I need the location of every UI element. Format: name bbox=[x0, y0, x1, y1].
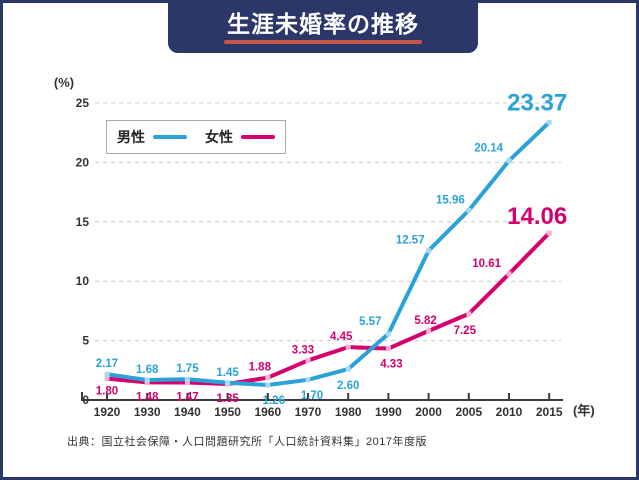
data-point-female-1980 bbox=[345, 344, 351, 350]
chart-legend: 男性 女性 bbox=[106, 120, 286, 154]
data-label-female-1930: 1.48 bbox=[136, 391, 159, 403]
x-tick-label-1950: 1950 bbox=[214, 405, 241, 419]
y-tick-label-20: 20 bbox=[76, 155, 90, 169]
legend-female-swatch bbox=[241, 135, 275, 139]
data-point-female-2005 bbox=[466, 311, 472, 317]
page-title: 生涯未婚率の推移 bbox=[227, 10, 419, 37]
data-point-male-1970 bbox=[305, 377, 311, 383]
data-label-male-2005: 15.96 bbox=[436, 194, 465, 206]
y-tick-label-15: 15 bbox=[76, 215, 90, 229]
x-tick-label-1920: 1920 bbox=[94, 405, 121, 419]
title-banner: 生涯未婚率の推移 bbox=[168, 3, 478, 53]
data-label-male-1950: 1.45 bbox=[216, 367, 239, 379]
title-underline bbox=[224, 40, 422, 45]
data-point-female-1990 bbox=[385, 346, 391, 352]
data-point-male-2015 bbox=[546, 119, 552, 125]
y-tick-label-10: 10 bbox=[76, 274, 90, 288]
data-label-female-1920: 1.80 bbox=[96, 386, 118, 398]
data-label-female-1950: 1.35 bbox=[216, 393, 239, 405]
x-tick-label-1930: 1930 bbox=[134, 405, 161, 419]
data-label-male-1940: 1.75 bbox=[176, 363, 199, 375]
data-point-female-2000 bbox=[426, 328, 432, 334]
x-tick-label-1990: 1990 bbox=[375, 405, 402, 419]
data-point-male-1980 bbox=[345, 366, 351, 372]
data-label-male-1920: 2.17 bbox=[96, 358, 118, 370]
x-tick-label-1940: 1940 bbox=[174, 405, 201, 419]
x-tick-label-2000: 2000 bbox=[415, 405, 442, 419]
x-tick-label-2005: 2005 bbox=[455, 405, 482, 419]
data-point-male-1940 bbox=[184, 376, 190, 382]
source-note: 出典：国立社会保障・人口問題研究所「人口統計資料集」2017年度版 bbox=[67, 436, 427, 448]
data-label-male-2015: 23.37 bbox=[507, 89, 567, 116]
x-tick-label-2010: 2010 bbox=[496, 405, 523, 419]
data-point-male-1930 bbox=[144, 377, 150, 383]
data-label-male-1970: 1.70 bbox=[301, 390, 323, 402]
data-point-female-1920 bbox=[104, 376, 110, 382]
series-line-female bbox=[105, 230, 552, 386]
legend-item-female: 女性 bbox=[205, 127, 275, 147]
data-label-female-1970: 3.33 bbox=[292, 344, 314, 356]
data-point-male-1960 bbox=[265, 382, 271, 388]
data-label-female-1980: 4.45 bbox=[330, 331, 353, 343]
data-point-female-1970 bbox=[305, 357, 311, 363]
data-point-female-2010 bbox=[506, 271, 512, 277]
data-label-male-1960: 1.26 bbox=[263, 395, 285, 407]
data-label-female-2010: 10.61 bbox=[472, 258, 501, 270]
data-label-male-2010: 20.14 bbox=[474, 143, 503, 155]
y-tick-label-5: 5 bbox=[82, 334, 89, 348]
x-axis-unit-label: (年) bbox=[573, 403, 595, 418]
legend-male-swatch bbox=[153, 135, 187, 139]
x-tick-label-1960: 1960 bbox=[254, 405, 281, 419]
legend-item-male: 男性 bbox=[117, 127, 187, 147]
data-label-female-2005: 7.25 bbox=[454, 325, 477, 337]
data-label-male-1980: 2.60 bbox=[337, 380, 359, 392]
legend-male-label: 男性 bbox=[117, 129, 145, 145]
data-point-male-2000 bbox=[426, 248, 432, 254]
y-tick-label-25: 25 bbox=[76, 96, 90, 110]
data-label-female-2015: 14.06 bbox=[507, 203, 567, 230]
legend-female-label: 女性 bbox=[205, 129, 233, 145]
data-label-female-2000: 5.82 bbox=[414, 315, 436, 327]
data-label-male-1930: 1.68 bbox=[136, 364, 159, 376]
data-label-female-1960: 1.88 bbox=[249, 362, 272, 374]
x-tick-label-1970: 1970 bbox=[295, 405, 322, 419]
x-tick-label-1980: 1980 bbox=[335, 405, 362, 419]
data-label-female-1990: 4.33 bbox=[380, 359, 402, 371]
data-point-male-1920 bbox=[104, 371, 110, 377]
data-label-female-1940: 1.47 bbox=[176, 392, 198, 404]
data-point-female-1960 bbox=[265, 375, 271, 381]
data-label-male-2000: 12.57 bbox=[396, 235, 425, 247]
data-label-male-1990: 5.57 bbox=[359, 316, 381, 328]
x-tick-label-2015: 2015 bbox=[536, 405, 563, 419]
data-point-male-1990 bbox=[385, 331, 391, 337]
data-point-female-1940 bbox=[184, 380, 190, 386]
data-point-male-1950 bbox=[225, 380, 231, 386]
data-point-male-2010 bbox=[506, 158, 512, 164]
data-point-male-2005 bbox=[466, 207, 472, 213]
y-axis-unit-label: (%) bbox=[54, 75, 74, 90]
data-point-female-2015 bbox=[546, 230, 552, 236]
series-line-male bbox=[105, 120, 552, 388]
